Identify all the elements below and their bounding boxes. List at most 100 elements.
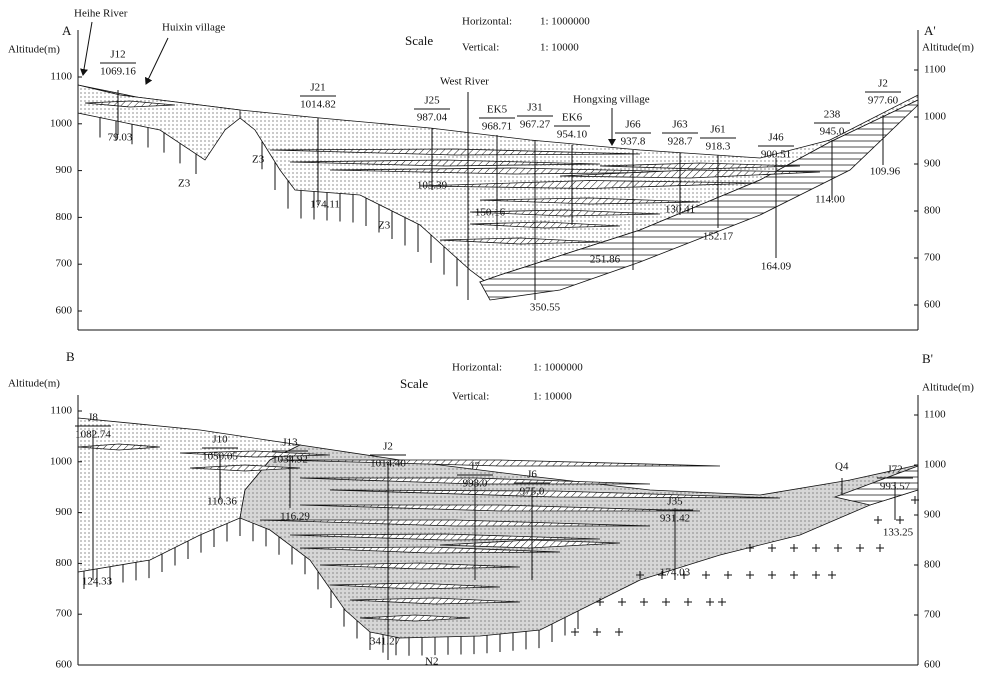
well-depth: 133.25 <box>883 527 914 539</box>
axis-tick-label: 700 <box>56 608 73 620</box>
well-elevation: 977.60 <box>868 95 899 107</box>
well-name: J25 <box>424 95 440 107</box>
well-depth: 116.29 <box>280 511 310 523</box>
axis-tick-label: 600 <box>56 305 73 317</box>
place-label: Huixin village <box>162 22 225 34</box>
well-elevation: 954.10 <box>557 129 588 141</box>
arrow <box>83 22 92 75</box>
axis-tick-label: 800 <box>56 211 73 223</box>
well-depth: 150.16 <box>475 207 506 219</box>
well-elevation: 918.3 <box>706 141 731 153</box>
arrow <box>146 38 168 84</box>
well-name: 238 <box>824 109 841 121</box>
well-elevation: 945.0 <box>820 126 845 138</box>
section-a: A Altitude(m) A' Altitude(m) Heihe River… <box>8 8 974 106</box>
altitude-label: Altitude(m) <box>922 42 974 54</box>
section-start: A <box>62 23 72 38</box>
well-name: J6 <box>527 469 537 481</box>
well-name: J7 <box>470 461 480 473</box>
axis-tick-label: 800 <box>56 557 73 569</box>
well-name: J2 <box>383 441 393 453</box>
well-depth: 164.09 <box>761 261 792 273</box>
well-name: J13 <box>282 437 298 449</box>
axis-tick-label: 1000 <box>924 459 947 471</box>
place-label: Heihe River <box>74 8 128 20</box>
well-elevation: 968.71 <box>482 121 512 133</box>
well-name: J61 <box>710 124 725 136</box>
section-end: A' <box>924 23 936 38</box>
axis-tick-label: 1000 <box>924 111 947 123</box>
formation-label: Q4 <box>835 461 849 473</box>
axis-tick-label: 800 <box>924 205 941 217</box>
axis-tick-label: 600 <box>56 659 73 671</box>
scale-value: 1: 10000 <box>533 391 572 403</box>
well-name: J72 <box>887 464 902 476</box>
well-depth: 341.27 <box>370 636 401 648</box>
aquifer <box>78 85 240 160</box>
well-depth: 110.36 <box>207 496 237 508</box>
well-depth: 79.03 <box>108 132 133 144</box>
axis-tick-label: 800 <box>924 559 941 571</box>
axis-tick-label: 700 <box>924 252 941 264</box>
well-name: J35 <box>667 496 683 508</box>
section-start: B <box>66 349 75 364</box>
well-depth: 124.33 <box>82 576 113 588</box>
formation-label: Z3 <box>378 220 391 232</box>
cross-section-figure: A Altitude(m) A' Altitude(m) Heihe River… <box>0 0 995 676</box>
well-name: J10 <box>212 434 228 446</box>
place-label: West River <box>440 76 489 88</box>
altitude-label: Altitude(m) <box>922 382 974 394</box>
section-end: B' <box>922 351 933 366</box>
well-name: J8 <box>88 412 98 424</box>
well-name: EK6 <box>562 112 583 124</box>
formation-label: Z3 <box>178 178 191 190</box>
axis-tick-label: 700 <box>924 609 941 621</box>
axis-tick-label: 1100 <box>924 409 946 421</box>
axis-tick-label: 1000 <box>50 117 73 129</box>
well-name: J46 <box>768 132 784 144</box>
scale-value: 1: 1000000 <box>540 16 590 28</box>
scale-title: Scale <box>405 33 433 48</box>
scale-value: 1: 1000000 <box>533 362 583 374</box>
section-b: B Altitude(m) B' Altitude(m) Scale Horiz… <box>8 349 974 403</box>
well-depth: 130.41 <box>665 204 695 216</box>
well-name: J12 <box>110 49 125 61</box>
well-elevation: 1069.16 <box>100 66 136 78</box>
scale-title: Scale <box>400 376 428 391</box>
well-name: J2 <box>878 78 888 90</box>
scale-label: Horizontal: <box>462 16 512 28</box>
formation-label: Z3 <box>252 154 265 166</box>
scale-label: Vertical: <box>452 391 489 403</box>
formation-label: N2 <box>425 656 438 668</box>
axis-tick-label: 1100 <box>50 71 72 83</box>
well-elevation: 1014.82 <box>300 99 336 111</box>
well-name: EK5 <box>487 104 508 116</box>
axis-tick-label: 900 <box>924 509 941 521</box>
altitude-label: Altitude(m) <box>8 378 60 390</box>
axis-tick-label: 600 <box>924 659 941 671</box>
scale-label: Vertical: <box>462 42 499 54</box>
scale-value: 1: 10000 <box>540 42 579 54</box>
axis-tick-label: 900 <box>56 506 73 518</box>
well-name: J31 <box>527 102 542 114</box>
scale-label: Horizontal: <box>452 362 502 374</box>
well-depth: 152.17 <box>703 231 734 243</box>
axis-tick-label: 1100 <box>50 405 72 417</box>
well-name: J66 <box>625 119 641 131</box>
place-label: Hongxing village <box>573 94 650 106</box>
well-elevation: 937.8 <box>621 136 646 148</box>
well-name: J63 <box>672 119 688 131</box>
well-depth: 350.55 <box>530 302 561 314</box>
well-depth: 105.39 <box>417 180 448 192</box>
well-elevation: 967.27 <box>520 119 551 131</box>
axis-tick-label: 1100 <box>924 64 946 76</box>
well-elevation: 987.04 <box>417 112 448 124</box>
axis-tick-label: 600 <box>924 299 941 311</box>
well-depth: 174.11 <box>310 199 340 211</box>
well-depth: 174.03 <box>660 567 691 579</box>
well-depth: 109.96 <box>870 166 901 178</box>
well-name: J21 <box>310 82 325 94</box>
axis-tick-label: 700 <box>56 258 73 270</box>
altitude-label: Altitude(m) <box>8 44 60 56</box>
axis-tick-label: 900 <box>56 164 73 176</box>
